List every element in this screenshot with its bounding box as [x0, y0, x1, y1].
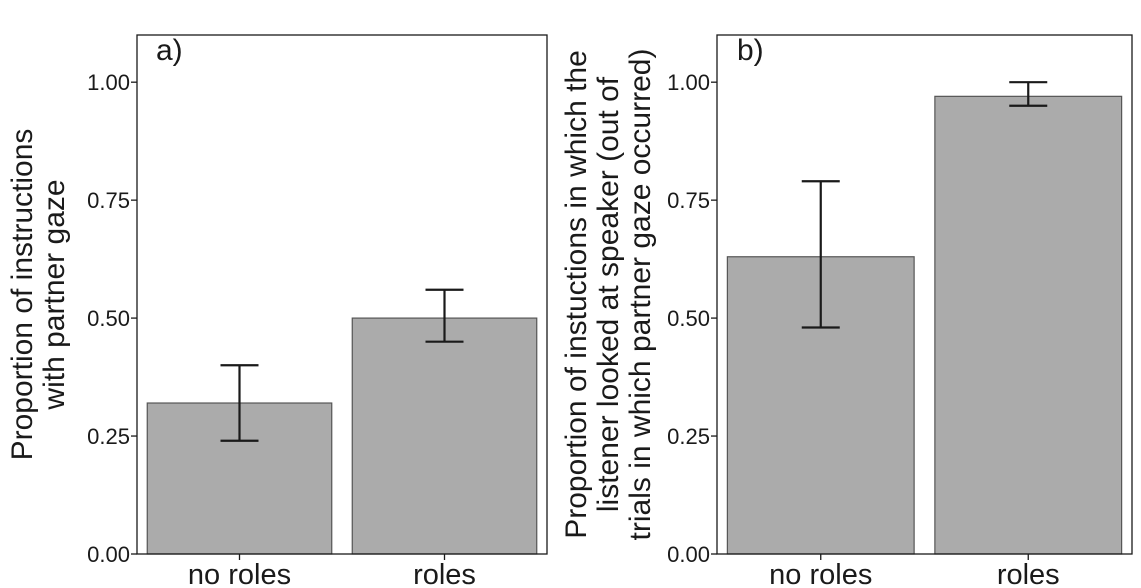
y-tick-label: 0.75	[667, 188, 710, 213]
x-tick-label: roles	[997, 559, 1060, 588]
error-bar	[801, 180, 840, 329]
x-tick-label: no roles	[188, 559, 291, 588]
error-bar	[1009, 81, 1048, 107]
y-axis-label: Proportion of instructionswith partner g…	[6, 129, 71, 461]
y-axis-label-line: with partner gaze	[38, 179, 71, 410]
y-tick-label: 1.00	[87, 70, 130, 95]
y-tick-label: 0.25	[667, 424, 710, 449]
chart-panel-a: 0.00 0.25 0.50 0.75 1.00 no roles roles a) Propo…	[6, 34, 548, 588]
panel-border	[716, 34, 1133, 555]
x-tick-label: roles	[413, 559, 476, 588]
y-tick-label: 0.50	[87, 306, 130, 331]
y-tick-label: 0.00	[667, 542, 710, 567]
x-tick-label: no roles	[769, 559, 872, 588]
y-tick-label: 0.75	[87, 188, 130, 213]
bar	[351, 317, 538, 555]
panel-border	[136, 34, 548, 555]
y-tick-label: 1.00	[667, 70, 710, 95]
error-bar	[425, 288, 464, 343]
panel-label: b)	[737, 34, 764, 67]
y-axis-label: Proportion of instuctions in which theli…	[560, 49, 657, 541]
y-tick-label: 0.25	[87, 424, 130, 449]
y-axis-label-line: trials in which partner gaze occurred)	[624, 49, 657, 541]
y-axis-label-line: listener looked at speaker (out of	[592, 76, 625, 512]
bar	[934, 95, 1123, 555]
panel-label: a)	[156, 34, 183, 67]
y-tick-label: 0.00	[87, 542, 130, 567]
y-axis-label-line: Proportion of instuctions in which the	[560, 50, 593, 539]
error-bar	[220, 364, 259, 442]
chart-panel-b: 0.00 0.25 0.50 0.75 1.00 no roles roles b) Propo…	[560, 34, 1133, 588]
y-axis-label-line: Proportion of instructions	[6, 129, 39, 461]
y-tick-label: 0.50	[667, 306, 710, 331]
